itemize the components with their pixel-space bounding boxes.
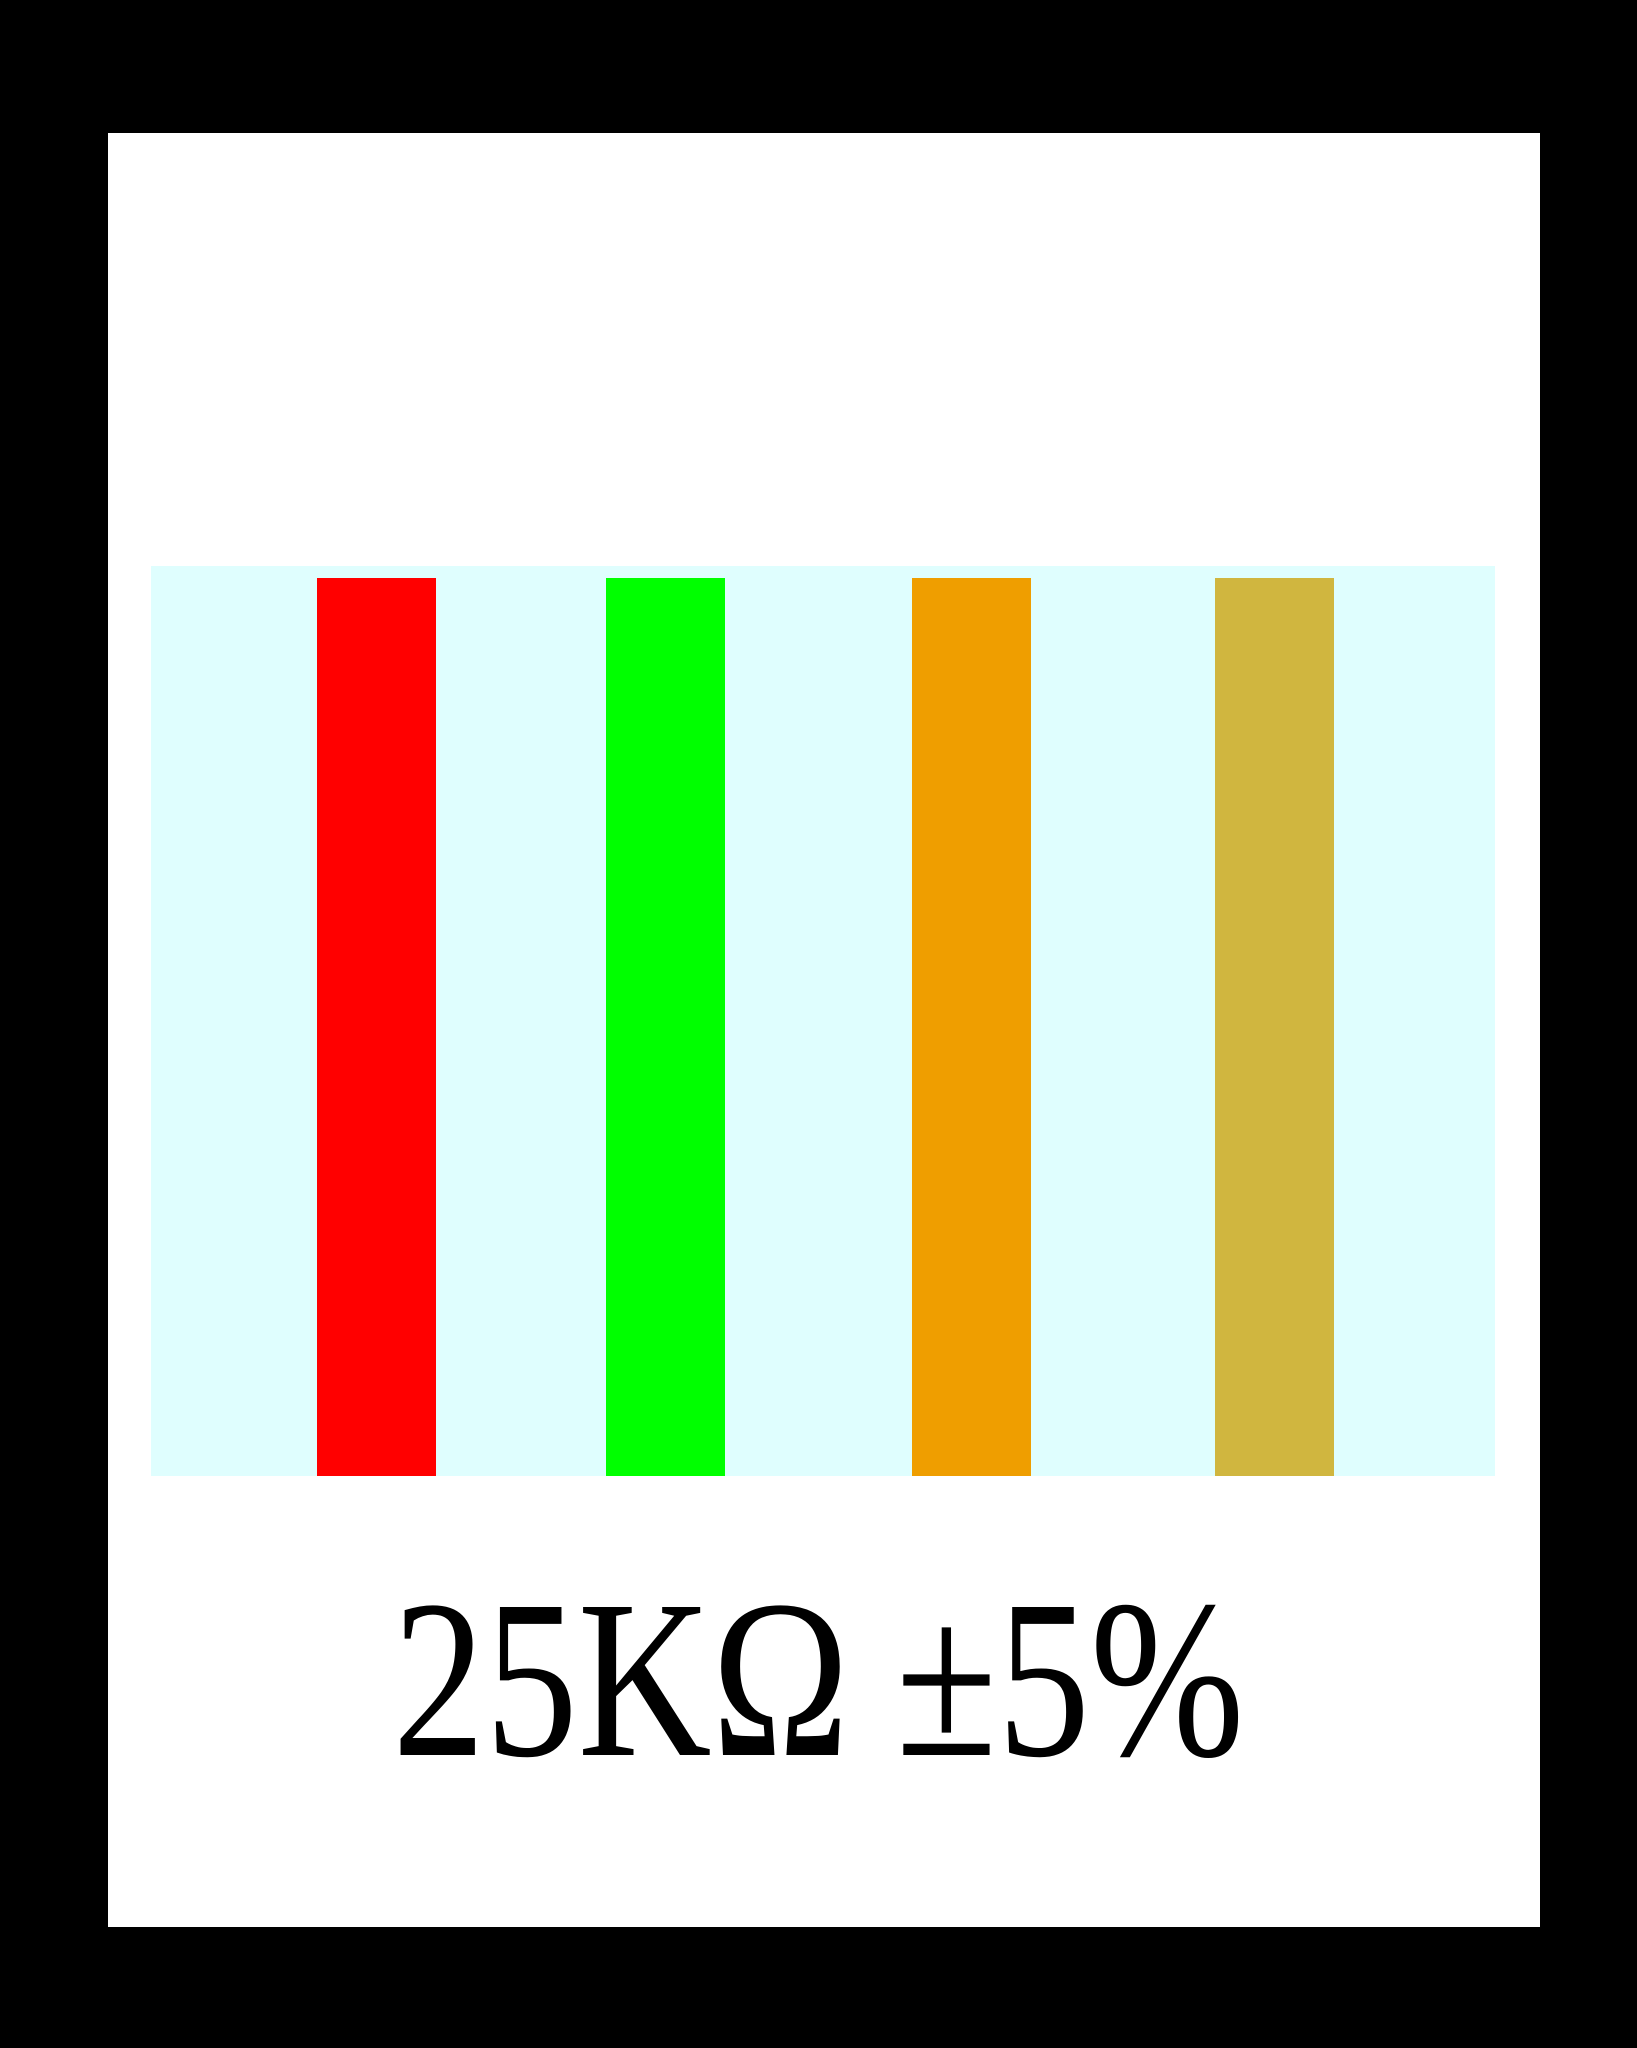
band-red	[317, 578, 436, 1476]
band-gold	[1215, 578, 1334, 1476]
band-orange	[912, 578, 1031, 1476]
resistance-value-label: 25KΩ ±5%	[392, 1554, 1245, 1804]
band-green	[606, 578, 725, 1476]
